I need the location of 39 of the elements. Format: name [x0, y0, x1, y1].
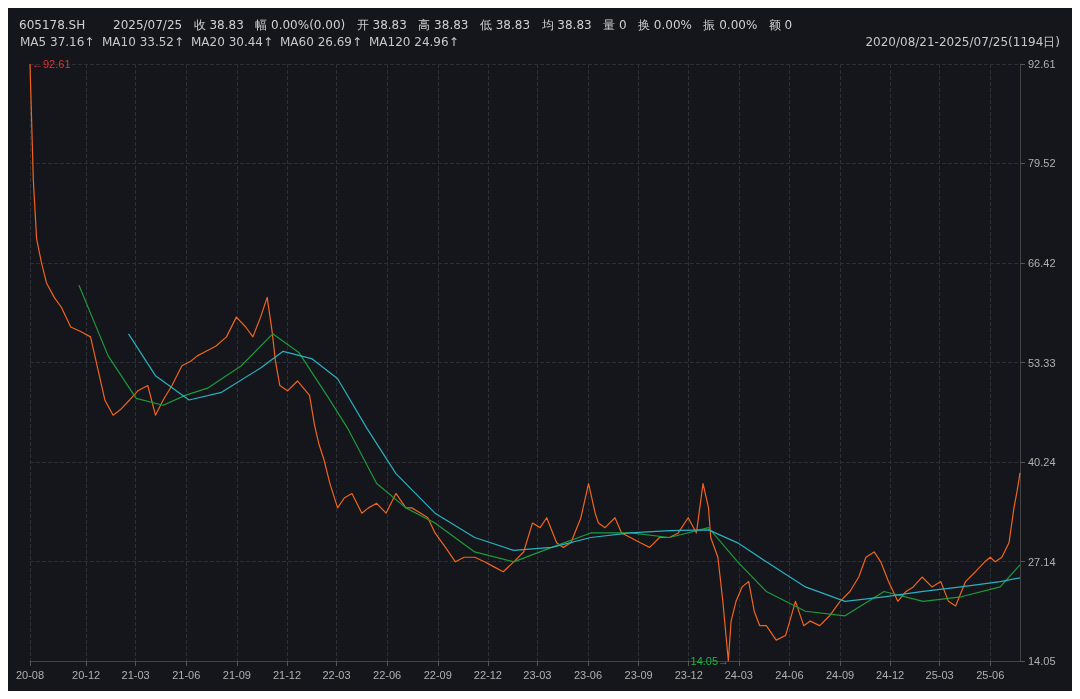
- text: MA60 26.69↑: [280, 35, 363, 49]
- x-tick-label: 24-06: [775, 668, 804, 681]
- y-tick-label: 27.14: [1028, 555, 1056, 568]
- x-tick-label: 21-06: [172, 668, 201, 681]
- text: MA120 24.96↑: [369, 35, 459, 49]
- annotation: 14.05→: [690, 655, 730, 667]
- line-series: [78, 284, 1021, 617]
- x-tick-label: 20-12: [72, 668, 101, 681]
- x-tick-label: 21-03: [121, 668, 150, 681]
- x-tick-label: 25-03: [925, 668, 954, 681]
- x-tick-label: 21-12: [272, 668, 302, 681]
- y-tick-label: 40.24: [1028, 455, 1056, 468]
- y-tick-label: 14.05: [1028, 655, 1056, 667]
- annotation: ←92.61: [32, 58, 71, 70]
- x-tick-label: 23-12: [674, 668, 703, 681]
- y-tick-label: 92.61: [1028, 58, 1056, 70]
- x-tick-label: 24-09: [825, 668, 855, 681]
- x-tick-label: 24-12: [876, 668, 905, 681]
- x-tick-label: 21-09: [222, 668, 251, 681]
- y-tick-label: 53.33: [1028, 356, 1056, 369]
- text: MA5 37.16↑: [20, 35, 95, 49]
- x-tick-label: 24-03: [724, 668, 753, 681]
- x-tick-label: 22-03: [322, 668, 351, 681]
- x-tick-label: 22-09: [423, 668, 452, 681]
- text: MA10 33.52↑: [102, 35, 185, 49]
- chart-subtitle: 2025/07/25 收 38.83 幅 0.00%(0.00) 开 38.83 高 38.83 低 38.83 均 38.83 量 0 换 0.00% 振 0.00% 额 0: [113, 18, 793, 32]
- x-tick-label: 23-03: [523, 668, 552, 681]
- x-tick-label: 23-06: [573, 668, 603, 681]
- chart-title: 605178.SH: [19, 18, 86, 32]
- x-tick-label: 20-08: [15, 668, 45, 681]
- x-tick-label: 22-06: [373, 668, 402, 681]
- text: 2020/08/21-2025/07/25(1194日): [865, 35, 1060, 49]
- y-tick-label: 79.52: [1028, 157, 1056, 170]
- x-tick-label: 22-12: [473, 668, 502, 681]
- text: MA20 30.44↑: [191, 35, 274, 49]
- y-tick-label: 66.42: [1028, 257, 1056, 270]
- x-tick-label: 25-06: [976, 668, 1005, 681]
- x-tick-label: 23-09: [624, 668, 653, 681]
- line-series: [127, 333, 1021, 602]
